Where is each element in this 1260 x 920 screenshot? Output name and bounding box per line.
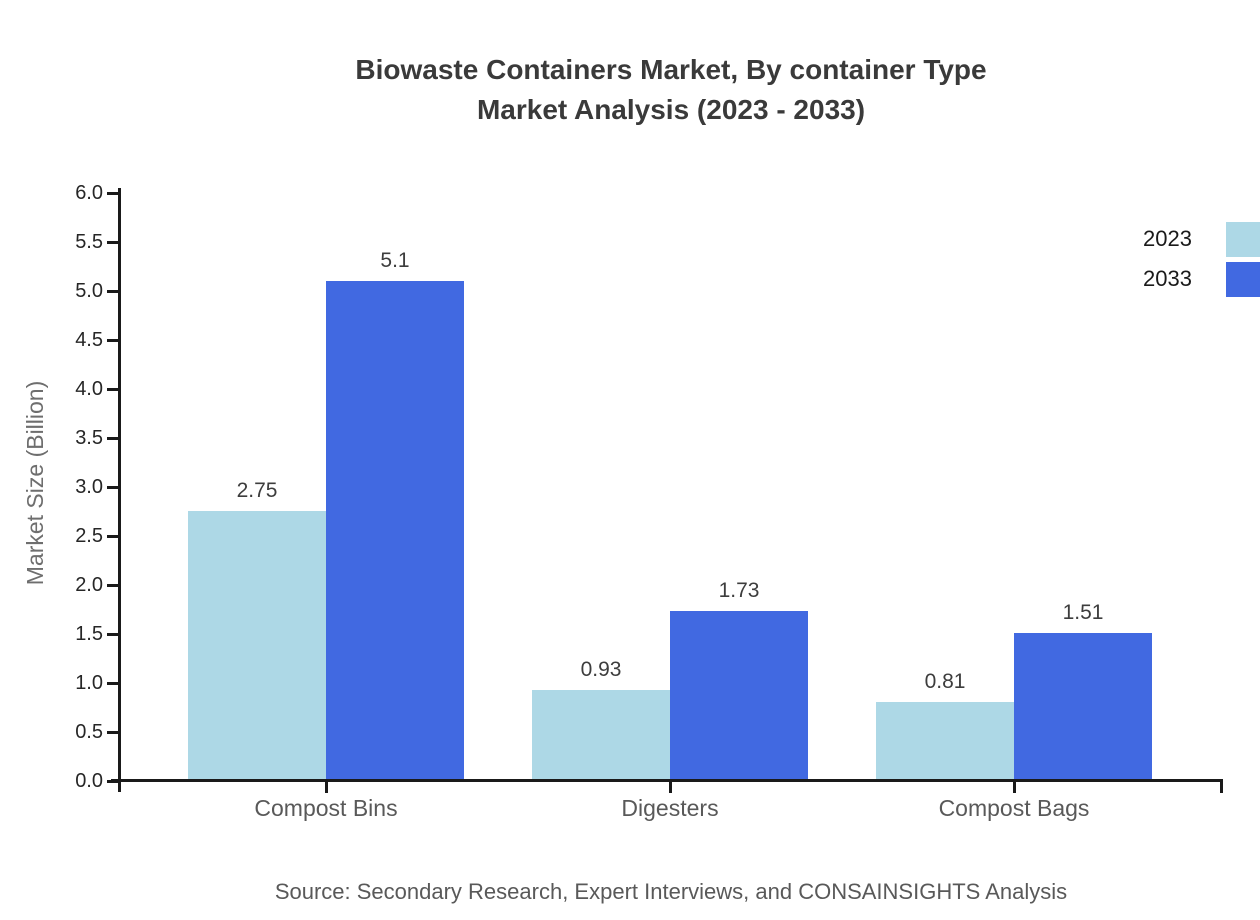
y-axis-tick — [107, 388, 118, 391]
bar-2033-compost-bins — [326, 281, 464, 781]
y-axis-tick-label: 2.5 — [75, 525, 103, 547]
y-axis-tick-label: 0.5 — [75, 721, 103, 743]
source-attribution: Source: Secondary Research, Expert Inter… — [274, 879, 1068, 904]
legend-label-2033: 2033 — [1143, 266, 1192, 291]
legend-label-2023: 2023 — [1143, 226, 1192, 251]
legend-swatch-2033 — [1226, 262, 1260, 297]
y-axis-tick — [107, 241, 118, 244]
y-axis-tick — [107, 437, 118, 440]
y-axis-tick — [107, 682, 118, 685]
y-axis-tick-label: 3.5 — [75, 427, 103, 449]
x-category-label-compost-bins: Compost Bins — [254, 795, 398, 821]
y-axis-tick — [107, 486, 118, 489]
legend-swatch-2023 — [1226, 222, 1260, 257]
chart-title-line2: Market Analysis (2023 - 2033) — [476, 94, 866, 125]
y-axis-tick-label: 4.5 — [75, 329, 103, 351]
chart-title: Biowaste Containers Market, By container… — [120, 50, 1222, 130]
x-axis-tick — [1013, 782, 1016, 793]
bar-2023-compost-bins — [188, 511, 326, 781]
x-axis-tick — [325, 782, 328, 793]
y-axis-tick-label: 4.0 — [75, 378, 103, 400]
y-axis-tick-label: 5.0 — [75, 280, 103, 302]
y-axis-tick-label: 3.0 — [75, 476, 103, 498]
bar-2023-compost-bags — [876, 702, 1014, 781]
y-axis-tick — [107, 339, 118, 342]
y-axis-tick-label: 2.0 — [75, 574, 103, 596]
y-axis-tick — [107, 290, 118, 293]
y-axis-tick — [107, 535, 118, 538]
bar-value-label: 2.75 — [236, 479, 278, 502]
x-axis-end-tick — [1220, 782, 1223, 793]
y-axis-tick-label: 1.5 — [75, 623, 103, 645]
x-axis-tick — [669, 782, 672, 793]
bar-value-label: 0.81 — [924, 670, 966, 693]
x-category-label-digesters: Digesters — [621, 795, 719, 821]
bar-value-label: 5.1 — [380, 249, 410, 272]
bar-value-label: 1.73 — [718, 579, 760, 602]
bar-2033-compost-bags — [1014, 633, 1152, 781]
bar-2023-digesters — [532, 690, 670, 781]
bar-value-label: 1.51 — [1062, 601, 1104, 624]
chart-title-line1: Biowaste Containers Market, By container… — [355, 54, 987, 85]
bar-value-label: 0.93 — [580, 658, 622, 681]
y-axis-line — [118, 188, 121, 792]
y-axis-tick — [107, 731, 118, 734]
y-axis-tick-label: 1.0 — [75, 672, 103, 694]
y-axis-tick-label: 5.5 — [75, 231, 103, 253]
y-axis-tick-label: 0.0 — [75, 770, 103, 792]
x-axis-line — [111, 779, 1223, 782]
bar-2033-digesters — [670, 611, 808, 781]
y-axis-tick-label: 6.0 — [75, 182, 103, 204]
y-axis-tick — [107, 584, 118, 587]
y-axis-tick — [107, 633, 118, 636]
y-axis-tick — [107, 192, 118, 195]
x-category-label-compost-bags: Compost Bags — [938, 795, 1090, 821]
